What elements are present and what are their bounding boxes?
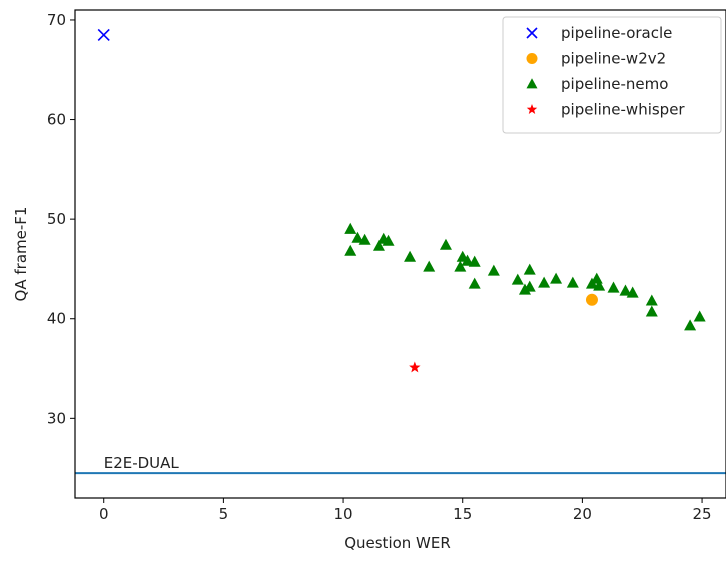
data-point-pipeline-nemo [590,272,603,284]
data-point-pipeline-oracle [97,28,110,41]
data-point-pipeline-nemo [351,231,364,243]
y-tick-label: 70 [47,11,66,29]
axes: 0 5 10 15 20 25 30 40 50 60 70 Question WER QA frame… [12,9,726,552]
data-point-pipeline-nemo [626,286,639,298]
x-tick-label: 5 [219,505,229,523]
data-point-pipeline-nemo [344,222,357,234]
legend-box [502,16,722,134]
data-point-pipeline-nemo [645,294,658,306]
data-point-pipeline-nemo [693,310,706,322]
legend-entry-pipeline-whisper: pipeline-whisper [561,101,685,119]
y-tick-label: 30 [47,409,66,427]
data-point-pipeline-nemo [454,260,467,272]
legend-entry-pipeline-oracle: pipeline-oracle [561,24,672,42]
x-tick-label: 25 [693,505,712,523]
x-tick-label: 20 [573,505,592,523]
data-point-pipeline-nemo [566,276,579,288]
data-point-pipeline-nemo [439,238,452,250]
data-point-pipeline-nemo [550,272,563,284]
data-point-pipeline-nemo [593,279,606,291]
x-axis-label: Question WER [344,534,451,552]
data-point-pipeline-w2v2 [585,293,598,306]
y-tick-label: 50 [47,210,66,228]
data-point-pipeline-nemo [344,244,357,256]
data-point-pipeline-nemo [468,255,481,267]
legend-marker-pipeline-oracle [526,27,538,39]
plot-area: E2E-DUAL [75,28,726,475]
data-point-pipeline-nemo [518,283,531,295]
data-point-pipeline-nemo [404,250,417,262]
data-point-pipeline-nemo [423,260,436,272]
y-tick-label: 40 [47,310,66,328]
data-point-pipeline-nemo [619,284,632,296]
x-tick-label: 10 [334,505,353,523]
x-tick-label: 15 [453,505,472,523]
y-axis-label: QA frame-F1 [12,207,30,302]
data-point-pipeline-nemo [382,234,395,246]
y-tick-label: 60 [47,111,66,129]
data-point-pipeline-nemo [523,280,536,292]
data-point-pipeline-nemo [358,233,371,245]
data-point-pipeline-nemo [468,277,481,289]
data-point-pipeline-nemo [607,281,620,293]
data-point-pipeline-nemo [684,319,697,331]
data-point-pipeline-nemo [523,263,536,275]
plot-frame [74,9,726,499]
data-point-pipeline-nemo [461,254,474,266]
data-point-pipeline-whisper [409,361,421,373]
reference-line-label: E2E-DUAL [104,454,180,472]
data-point-pipeline-nemo [538,276,551,288]
legend-entry-pipeline-nemo: pipeline-nemo [561,75,668,93]
legend-marker-pipeline-w2v2 [526,53,538,64]
legend-marker-pipeline-whisper [526,104,538,114]
x-tick-label: 0 [99,505,109,523]
data-point-pipeline-nemo [645,305,658,317]
legend: pipeline-oracle pipeline-w2v2 pipeline-nem… [502,16,722,134]
data-point-pipeline-nemo [511,273,524,285]
data-point-pipeline-nemo [487,264,500,276]
legend-entry-pipeline-w2v2: pipeline-w2v2 [561,50,666,68]
legend-marker-pipeline-nemo [526,78,538,89]
data-point-pipeline-nemo [372,239,385,251]
